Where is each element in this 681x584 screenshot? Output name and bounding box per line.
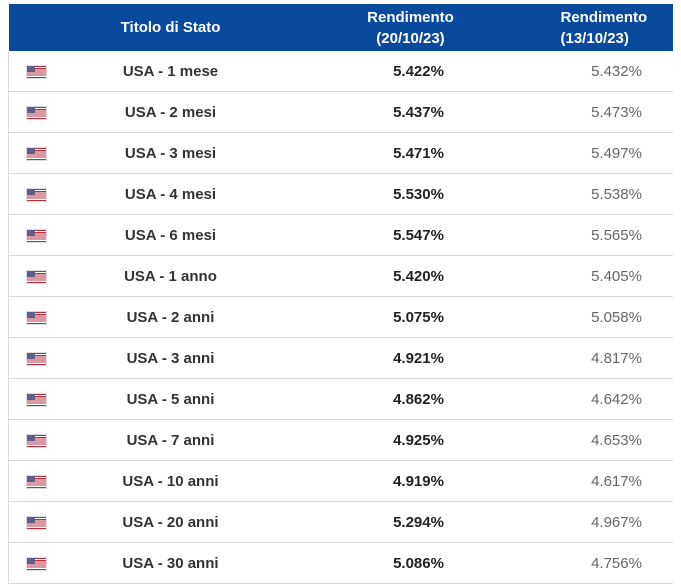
bond-name: USA - 7 anni [64, 419, 277, 461]
table-row: USA - 1 mese 5.422% 5.432% [8, 51, 673, 92]
table-row: USA - 2 anni 5.075% 5.058% [8, 296, 673, 338]
flag-cell [8, 132, 65, 174]
yield-previous: 4.756% [560, 542, 673, 584]
flag-cell [8, 378, 65, 420]
header-label: Rendimento [560, 8, 648, 26]
yield-previous: 5.565% [560, 214, 673, 256]
bond-yields-table: Titolo di Stato Rendimento (20/10/23) Re… [8, 4, 673, 584]
flag-cell [8, 419, 65, 461]
table-row: USA - 3 anni 4.921% 4.817% [8, 337, 673, 379]
usa-flag-icon [26, 310, 47, 325]
bond-name: USA - 2 mesi [64, 91, 277, 133]
header-date: (13/10/23) [560, 29, 629, 47]
flag-cell [8, 296, 65, 338]
bond-name: USA - 6 mesi [64, 214, 277, 256]
usa-flag-icon [26, 351, 47, 366]
yield-previous: 4.967% [560, 501, 673, 543]
flag-cell [8, 501, 65, 543]
flag-cell [8, 542, 65, 584]
header-titolo-di-stato: Titolo di Stato [64, 4, 277, 51]
bond-name: USA - 1 mese [64, 51, 277, 92]
flag-cell [8, 255, 65, 297]
yield-current: 5.294% [276, 501, 561, 543]
table-header: Titolo di Stato Rendimento (20/10/23) Re… [8, 4, 673, 51]
table-row: USA - 5 anni 4.862% 4.642% [8, 378, 673, 420]
yield-current: 5.420% [276, 255, 561, 297]
bond-name: USA - 3 anni [64, 337, 277, 379]
bond-name: USA - 10 anni [64, 460, 277, 502]
usa-flag-icon [26, 433, 47, 448]
yield-previous: 4.817% [560, 337, 673, 379]
yield-previous: 5.473% [560, 91, 673, 133]
bond-name: USA - 30 anni [64, 542, 277, 584]
table-row: USA - 2 mesi 5.437% 5.473% [8, 91, 673, 133]
table-row: USA - 3 mesi 5.471% 5.497% [8, 132, 673, 174]
header-rendimento-previous: Rendimento (13/10/23) [560, 4, 673, 51]
header-label: Rendimento [367, 8, 454, 26]
flag-cell [8, 173, 65, 215]
usa-flag-icon [26, 146, 47, 161]
flag-cell [8, 460, 65, 502]
yield-current: 4.919% [276, 460, 561, 502]
table-row: USA - 4 mesi 5.530% 5.538% [8, 173, 673, 215]
yield-previous: 5.497% [560, 132, 673, 174]
yield-current: 5.530% [276, 173, 561, 215]
yield-previous: 5.432% [560, 51, 673, 92]
header-date: (20/10/23) [376, 29, 445, 47]
flag-cell [8, 51, 65, 92]
usa-flag-icon [26, 228, 47, 243]
yield-current: 5.075% [276, 296, 561, 338]
bond-name: USA - 5 anni [64, 378, 277, 420]
table-row: USA - 1 anno 5.420% 5.405% [8, 255, 673, 297]
yield-previous: 4.642% [560, 378, 673, 420]
usa-flag-icon [26, 64, 47, 79]
yield-current: 5.547% [276, 214, 561, 256]
usa-flag-icon [26, 474, 47, 489]
yield-previous: 5.405% [560, 255, 673, 297]
yield-current: 4.925% [276, 419, 561, 461]
yield-current: 5.471% [276, 132, 561, 174]
table-row: USA - 30 anni 5.086% 4.756% [8, 542, 673, 584]
header-flag-spacer [8, 4, 65, 51]
bond-name: USA - 4 mesi [64, 173, 277, 215]
usa-flag-icon [26, 187, 47, 202]
yield-current: 4.921% [276, 337, 561, 379]
usa-flag-icon [26, 269, 47, 284]
header-label: Titolo di Stato [120, 19, 221, 36]
table-row: USA - 6 mesi 5.547% 5.565% [8, 214, 673, 256]
flag-cell [8, 214, 65, 256]
table-body: USA - 1 mese 5.422% 5.432% USA - 2 mesi … [8, 51, 673, 584]
yield-previous: 5.538% [560, 173, 673, 215]
header-rendimento-current: Rendimento (20/10/23) [276, 4, 561, 51]
flag-cell [8, 337, 65, 379]
bond-name: USA - 2 anni [64, 296, 277, 338]
table-header-row: Titolo di Stato Rendimento (20/10/23) Re… [8, 4, 673, 51]
bond-name: USA - 20 anni [64, 501, 277, 543]
yield-previous: 5.058% [560, 296, 673, 338]
usa-flag-icon [26, 515, 47, 530]
bond-name: USA - 3 mesi [64, 132, 277, 174]
yield-current: 5.437% [276, 91, 561, 133]
table-row: USA - 7 anni 4.925% 4.653% [8, 419, 673, 461]
yield-current: 5.086% [276, 542, 561, 584]
yield-previous: 4.653% [560, 419, 673, 461]
bond-name: USA - 1 anno [64, 255, 277, 297]
yield-previous: 4.617% [560, 460, 673, 502]
usa-flag-icon [26, 392, 47, 407]
yield-current: 4.862% [276, 378, 561, 420]
table-row: USA - 20 anni 5.294% 4.967% [8, 501, 673, 543]
yield-current: 5.422% [276, 51, 561, 92]
usa-flag-icon [26, 105, 47, 120]
flag-cell [8, 91, 65, 133]
usa-flag-icon [26, 556, 47, 571]
table-row: USA - 10 anni 4.919% 4.617% [8, 460, 673, 502]
